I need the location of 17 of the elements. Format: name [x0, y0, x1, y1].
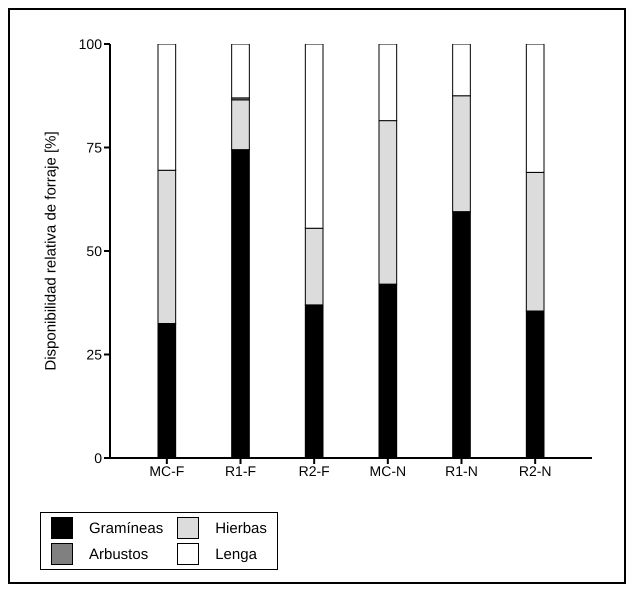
x-tick-label: MC-N	[370, 462, 406, 479]
legend-label: Hierbas	[215, 520, 267, 536]
y-tick-label: 75	[86, 139, 102, 156]
y-tick-label: 0	[94, 450, 102, 466]
y-axis-title: Disponibilidad relativa de forraje [%]	[42, 131, 60, 371]
legend-label: Arbustos	[89, 546, 148, 562]
x-tick-label: R1-N	[445, 462, 478, 479]
bar	[231, 44, 250, 98]
y-tick-label: 100	[78, 36, 102, 52]
x-tick-label: R2-F	[298, 462, 330, 479]
x-tick-label: R2-N	[518, 462, 552, 479]
legend-label: Lenga	[215, 546, 257, 562]
y-tick-label: 25	[86, 346, 102, 362]
legend-label: Gramíneas	[89, 520, 164, 536]
y-tick-label: 50	[86, 242, 102, 259]
x-tick-label: R1-F	[224, 462, 256, 479]
x-tick-label: MC-F	[149, 462, 184, 479]
